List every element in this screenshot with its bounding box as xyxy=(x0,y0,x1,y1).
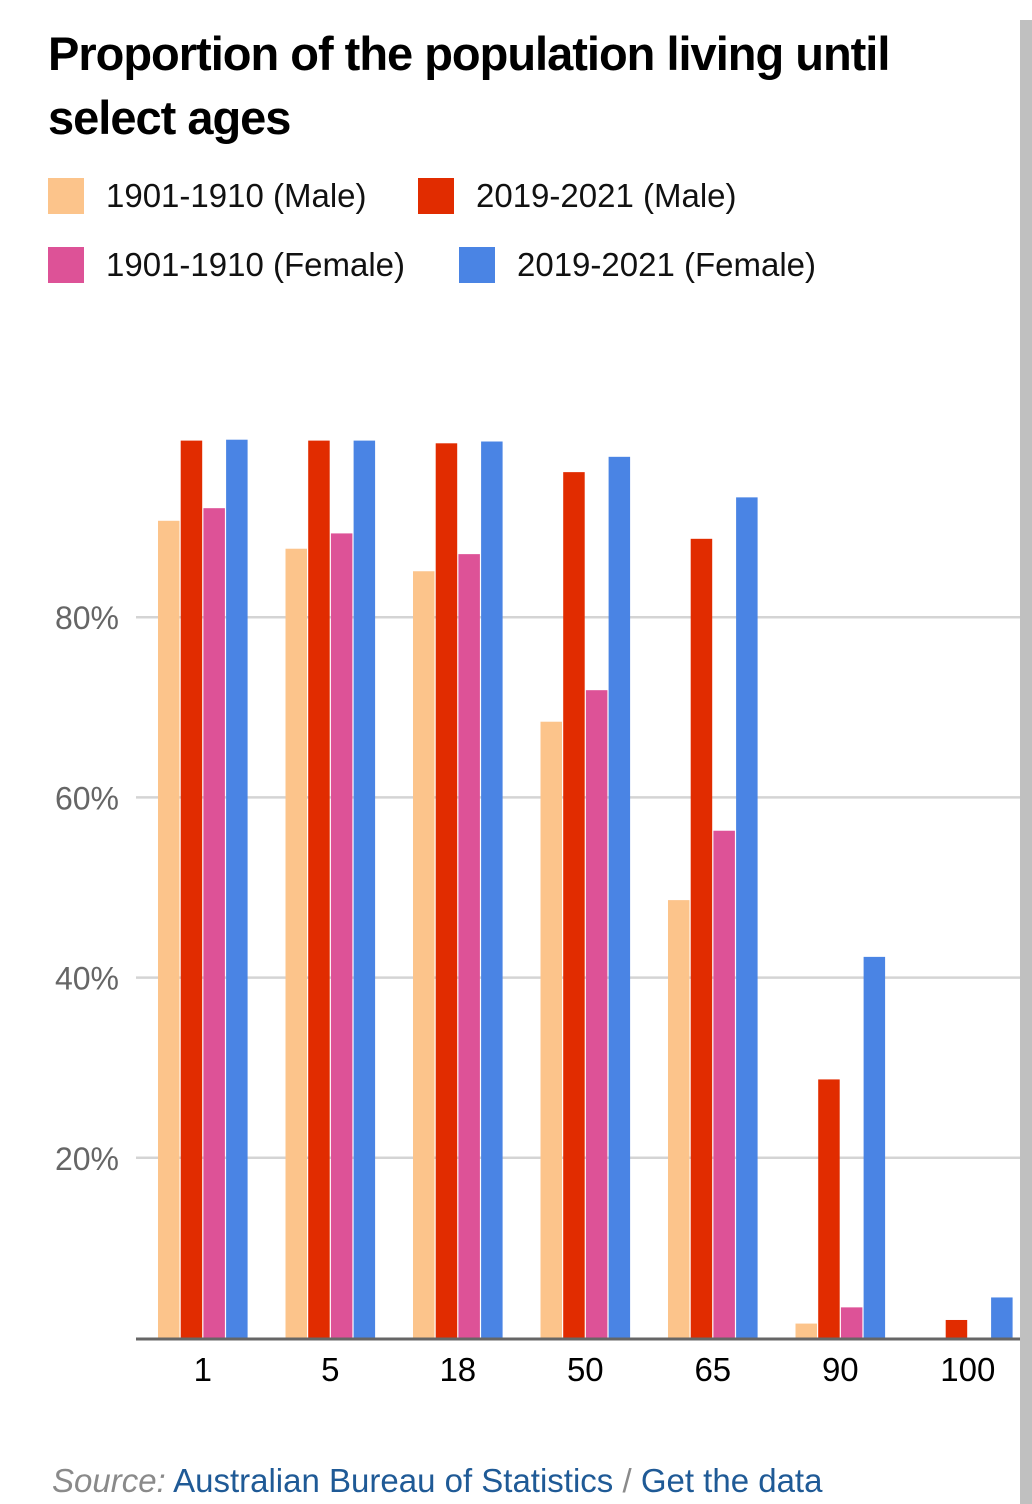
bar-group-age-18 xyxy=(413,441,503,1338)
bar-group-age-1 xyxy=(158,439,248,1339)
source-link[interactable]: Australian Bureau of Statistics xyxy=(173,1462,614,1499)
bar-65-series-3 xyxy=(736,497,758,1338)
legend-swatch-1901-male xyxy=(48,178,84,214)
bar-1-series-3 xyxy=(226,439,248,1338)
chart-title: Proportion of the population living unti… xyxy=(48,27,890,144)
legend-label: 2019-2021 (Female) xyxy=(517,246,816,283)
y-tick-label: 40% xyxy=(55,961,119,997)
x-tick-label: 90 xyxy=(822,1351,859,1388)
y-tick-label: 60% xyxy=(55,780,119,816)
bar-100-series-1 xyxy=(945,1319,968,1338)
legend-swatch-2019-male xyxy=(418,178,454,214)
bar-65-series-0 xyxy=(668,900,690,1338)
x-tick-label: 100 xyxy=(940,1351,995,1388)
y-tick-label: 80% xyxy=(55,600,119,636)
source-line: Source: Australian Bureau of Statistics … xyxy=(52,1462,822,1500)
bar-50-series-1 xyxy=(563,472,585,1338)
bar-group-age-50 xyxy=(540,456,631,1338)
legend-item-2019-female: 2019-2021 (Female) xyxy=(459,245,816,285)
legend-label: 1901-1910 (Female) xyxy=(106,246,405,283)
bar-65-series-1 xyxy=(690,538,713,1338)
bar-65-series-2 xyxy=(713,830,735,1338)
legend-item-1901-male: 1901-1910 (Male) xyxy=(48,176,367,216)
y-tick-label: 20% xyxy=(55,1141,119,1177)
source-label: Source: xyxy=(52,1462,166,1499)
bar-chart: 20% 40% 60% 80% 1 5 18 50 65 90 100 xyxy=(55,439,1020,1388)
bar-90-series-2 xyxy=(840,1307,863,1338)
bar-group-age-90 xyxy=(795,956,886,1338)
bar-5-series-3 xyxy=(353,440,376,1338)
x-tick-label: 5 xyxy=(321,1351,339,1388)
x-tick-label: 1 xyxy=(194,1351,212,1388)
bar-5-series-0 xyxy=(285,548,307,1338)
legend-item-1901-female: 1901-1910 (Female) xyxy=(48,245,405,285)
bar-18-series-3 xyxy=(481,441,503,1338)
legend-swatch-1901-female xyxy=(48,247,84,283)
bar-18-series-1 xyxy=(435,443,458,1338)
scrollbar[interactable] xyxy=(1020,20,1032,1504)
bar-1-series-2 xyxy=(203,508,225,1339)
bars xyxy=(158,439,1013,1339)
bar-18-series-2 xyxy=(458,554,480,1338)
get-the-data-link[interactable]: Get the data xyxy=(640,1462,823,1499)
x-axis-ticks: 1 5 18 50 65 90 100 xyxy=(194,1351,996,1388)
x-tick-label: 50 xyxy=(567,1351,604,1388)
y-axis-ticks: 20% 40% 60% 80% xyxy=(55,600,119,1177)
bar-90-series-1 xyxy=(818,1079,840,1338)
bar-90-series-3 xyxy=(863,956,886,1338)
bar-50-series-0 xyxy=(540,721,562,1338)
x-tick-label: 18 xyxy=(439,1351,476,1388)
x-tick-label: 65 xyxy=(694,1351,731,1388)
legend-swatch-2019-female xyxy=(459,247,495,283)
source-separator: / xyxy=(622,1462,632,1499)
bar-50-series-3 xyxy=(608,456,631,1338)
bar-100-series-3 xyxy=(991,1297,1013,1338)
legend-label: 2019-2021 (Male) xyxy=(476,177,737,214)
bar-group-age-5 xyxy=(285,440,376,1338)
bar-18-series-0 xyxy=(413,571,435,1338)
bar-group-age-65 xyxy=(668,497,758,1338)
bar-1-series-1 xyxy=(180,440,203,1338)
bar-group-age-100 xyxy=(945,1297,1013,1338)
legend-label: 1901-1910 (Male) xyxy=(106,177,367,214)
bar-90-series-0 xyxy=(795,1323,817,1338)
bar-5-series-2 xyxy=(330,533,353,1338)
bar-50-series-2 xyxy=(585,690,608,1338)
bar-5-series-1 xyxy=(308,440,330,1338)
bar-1-series-0 xyxy=(158,520,180,1338)
legend-item-2019-male: 2019-2021 (Male) xyxy=(418,176,737,216)
